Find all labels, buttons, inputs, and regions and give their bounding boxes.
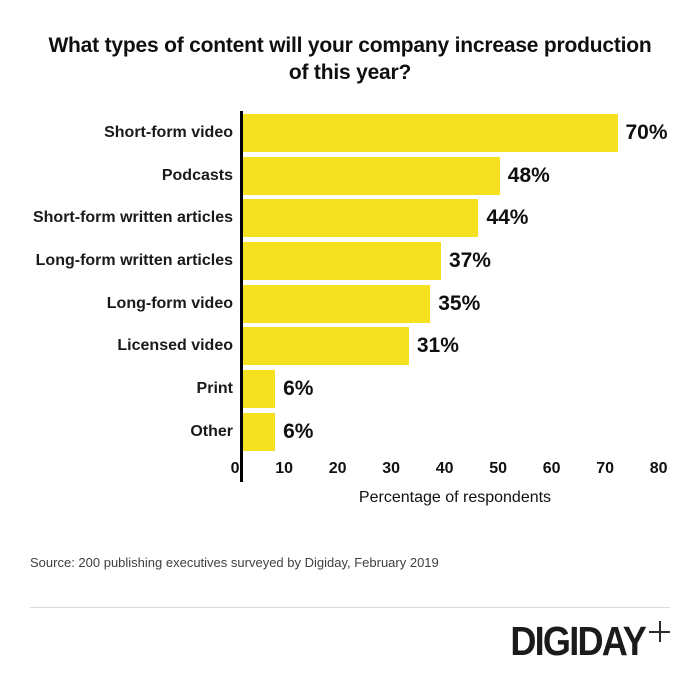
- bar: [243, 412, 276, 451]
- bar: [243, 156, 500, 195]
- digiday-logo: DIGIDAY: [492, 621, 670, 662]
- value-label: 35%: [438, 291, 481, 315]
- bar: [243, 199, 479, 238]
- x-tick-label: 20: [328, 460, 347, 477]
- digiday-logo-text: DIGIDAY: [510, 618, 646, 664]
- bar-row: Print 6%: [0, 370, 700, 409]
- bar-row: Other 6%: [0, 412, 700, 451]
- bar-row: Short-form written articles 44%: [0, 199, 700, 238]
- bar: [243, 242, 441, 281]
- bar-chart: Short-form video 70% Podcasts 48% Short-form…: [0, 114, 700, 456]
- bar-row: Licensed video 31%: [0, 327, 700, 366]
- bar: [243, 114, 618, 152]
- value-label: 6%: [283, 419, 314, 443]
- bar-row: Podcasts 48%: [0, 156, 700, 195]
- x-axis-label: Percentage of respondents: [358, 489, 552, 506]
- category-label: Long-form video: [106, 294, 233, 312]
- y-axis-line: [240, 111, 243, 482]
- bar-row: Short-form video 70%: [0, 114, 700, 152]
- bar-row: Long-form written articles 37%: [0, 242, 700, 281]
- x-tick-label: 80: [649, 460, 668, 477]
- bar: [243, 370, 276, 409]
- source-note: Source: 200 publishing executives survey…: [30, 555, 439, 570]
- value-label: 44%: [486, 206, 529, 230]
- x-tick-label: 30: [382, 460, 400, 477]
- footer-divider: [30, 607, 670, 608]
- category-label: Short-form video: [104, 124, 233, 141]
- x-tick-label: 70: [596, 460, 614, 477]
- x-tick-label: 60: [542, 460, 561, 477]
- x-tick-label: 0: [230, 460, 240, 477]
- x-tick-label: 10: [275, 460, 293, 477]
- plus-icon: [649, 621, 670, 642]
- category-label: Short-form written articles: [32, 209, 233, 227]
- category-label: Long-form written articles: [35, 252, 233, 270]
- x-tick-label: 50: [489, 460, 507, 477]
- x-axis-ticks: 0 10 20 30 40 50 60 70 80: [0, 460, 700, 480]
- value-label: 37%: [448, 249, 491, 273]
- bar: [243, 284, 431, 323]
- category-label: Podcasts: [161, 166, 233, 184]
- value-label: 48%: [507, 163, 550, 187]
- category-label: Licensed video: [117, 337, 233, 355]
- chart-title: What types of content will your company …: [48, 34, 652, 84]
- value-label: 31%: [416, 334, 459, 358]
- category-label: Other: [190, 422, 233, 440]
- category-label: Print: [196, 380, 233, 398]
- x-tick-label: 40: [435, 460, 454, 477]
- value-label: 70%: [625, 121, 668, 144]
- bar: [243, 327, 409, 366]
- bar-row: Long-form video 35%: [0, 284, 700, 323]
- value-label: 6%: [283, 377, 314, 401]
